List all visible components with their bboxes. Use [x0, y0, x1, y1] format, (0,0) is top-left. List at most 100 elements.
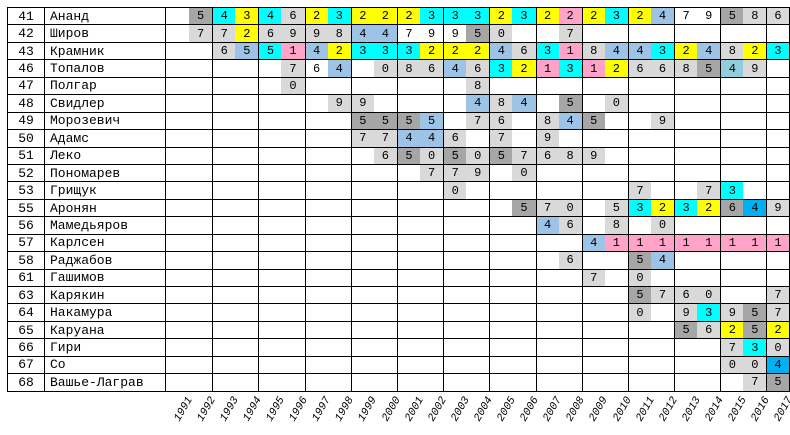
rank-cell-empty[interactable]: [420, 200, 443, 216]
rank-cell[interactable]: 5: [743, 304, 767, 321]
rank-cell[interactable]: 6: [212, 42, 236, 60]
rank-cell-empty[interactable]: [166, 78, 189, 94]
rank-cell-empty[interactable]: [605, 25, 628, 41]
rank-cell-empty[interactable]: [304, 130, 328, 147]
rank-cell-empty[interactable]: [605, 148, 628, 164]
rank-cell-empty[interactable]: [559, 165, 582, 181]
rank-cell[interactable]: 4: [258, 8, 282, 25]
rank-cell-empty[interactable]: [189, 270, 212, 286]
rank-cell[interactable]: 4: [535, 217, 559, 234]
rank-cell[interactable]: 0: [627, 304, 651, 321]
rank-cell-empty[interactable]: [674, 269, 697, 286]
rank-cell-empty[interactable]: [258, 304, 281, 321]
rank-cell-empty[interactable]: [535, 252, 559, 269]
rank-cell[interactable]: 3: [650, 42, 675, 60]
rank-cell[interactable]: 6: [466, 60, 490, 77]
rank-cell-empty[interactable]: [535, 164, 559, 182]
rank-cell[interactable]: 5: [627, 252, 651, 269]
rank-cell-empty[interactable]: [304, 147, 328, 164]
rank-cell[interactable]: 7: [443, 164, 467, 182]
rank-cell[interactable]: 0: [720, 356, 744, 374]
rank-cell[interactable]: 2: [420, 42, 444, 60]
rank-cell-empty[interactable]: [443, 321, 466, 339]
rank-cell-empty[interactable]: [443, 199, 466, 217]
rank-cell-empty[interactable]: [559, 287, 582, 303]
rank-cell-empty[interactable]: [766, 182, 790, 199]
rank-cell[interactable]: 8: [604, 217, 628, 234]
rank-cell-empty[interactable]: [304, 321, 328, 339]
rank-cell-empty[interactable]: [166, 322, 189, 338]
player-name-cell[interactable]: Мамедьяров: [45, 217, 166, 234]
rank-cell[interactable]: 3: [766, 42, 790, 60]
rank-cell[interactable]: 7: [720, 339, 744, 356]
rank-cell-empty[interactable]: [304, 252, 328, 269]
player-number-cell[interactable]: 58: [7, 252, 45, 269]
rank-cell-empty[interactable]: [166, 304, 189, 320]
rank-cell-empty[interactable]: [466, 217, 489, 233]
rank-cell-empty[interactable]: [743, 148, 766, 164]
rank-cell-empty[interactable]: [189, 235, 212, 251]
rank-cell-empty[interactable]: [743, 252, 766, 268]
rank-cell[interactable]: 9: [350, 95, 374, 112]
rank-cell-empty[interactable]: [189, 304, 212, 320]
rank-cell-empty[interactable]: [581, 356, 605, 374]
rank-cell[interactable]: 7: [581, 269, 605, 286]
player-name-cell[interactable]: Грищук: [45, 182, 166, 199]
rank-cell-empty[interactable]: [766, 147, 790, 164]
player-number-cell[interactable]: 52: [7, 164, 45, 182]
rank-cell-empty[interactable]: [720, 77, 743, 95]
rank-cell[interactable]: 4: [604, 42, 628, 60]
rank-cell-empty[interactable]: [235, 339, 258, 355]
player-number-cell[interactable]: 65: [7, 321, 45, 339]
rank-cell-empty[interactable]: [328, 217, 351, 233]
rank-cell[interactable]: 0: [443, 182, 467, 199]
rank-cell-empty[interactable]: [281, 200, 304, 216]
rank-cell-empty[interactable]: [605, 322, 628, 338]
rank-cell-empty[interactable]: [258, 60, 281, 77]
rank-cell-empty[interactable]: [235, 78, 258, 94]
rank-cell-empty[interactable]: [235, 374, 258, 390]
rank-cell-empty[interactable]: [581, 182, 605, 199]
rank-cell-empty[interactable]: [581, 130, 605, 147]
rank-cell-empty[interactable]: [743, 287, 766, 303]
rank-cell[interactable]: 0: [743, 356, 767, 374]
rank-cell-empty[interactable]: [674, 182, 697, 199]
rank-cell-empty[interactable]: [235, 130, 258, 146]
rank-cell[interactable]: 2: [604, 60, 628, 77]
rank-cell-empty[interactable]: [743, 130, 766, 146]
rank-cell-empty[interactable]: [720, 164, 743, 182]
rank-cell[interactable]: 2: [396, 8, 421, 25]
rank-cell-empty[interactable]: [559, 270, 582, 286]
rank-cell[interactable]: 2: [235, 25, 259, 42]
rank-cell[interactable]: 7: [627, 182, 651, 199]
rank-cell-empty[interactable]: [720, 130, 743, 147]
player-name-cell[interactable]: Крамник: [45, 42, 166, 60]
rank-cell[interactable]: 3: [627, 199, 651, 217]
rank-cell-empty[interactable]: [697, 217, 720, 233]
rank-cell-empty[interactable]: [766, 77, 790, 95]
rank-cell[interactable]: 0: [489, 25, 513, 42]
rank-cell-empty[interactable]: [627, 147, 651, 164]
rank-cell-empty[interactable]: [420, 235, 443, 251]
rank-cell-empty[interactable]: [720, 112, 743, 130]
rank-cell-empty[interactable]: [281, 357, 304, 373]
rank-cell-empty[interactable]: [535, 321, 559, 339]
rank-cell-empty[interactable]: [627, 164, 651, 182]
rank-cell-empty[interactable]: [489, 339, 512, 356]
rank-cell-empty[interactable]: [605, 252, 628, 268]
rank-cell-empty[interactable]: [420, 357, 443, 373]
rank-cell-empty[interactable]: [489, 77, 512, 95]
rank-cell-empty[interactable]: [258, 95, 281, 112]
rank-cell[interactable]: 9: [327, 95, 351, 112]
rank-cell-empty[interactable]: [420, 287, 443, 303]
player-number-cell[interactable]: 63: [7, 287, 45, 304]
rank-cell-empty[interactable]: [443, 112, 466, 130]
rank-cell-empty[interactable]: [166, 270, 189, 286]
rank-cell-empty[interactable]: [189, 357, 212, 373]
rank-cell-empty[interactable]: [489, 199, 512, 217]
rank-cell[interactable]: 4: [743, 199, 767, 217]
rank-cell-empty[interactable]: [281, 322, 304, 338]
rank-cell-empty[interactable]: [512, 235, 535, 251]
rank-cell[interactable]: 0: [558, 199, 582, 217]
rank-cell-empty[interactable]: [535, 77, 559, 95]
